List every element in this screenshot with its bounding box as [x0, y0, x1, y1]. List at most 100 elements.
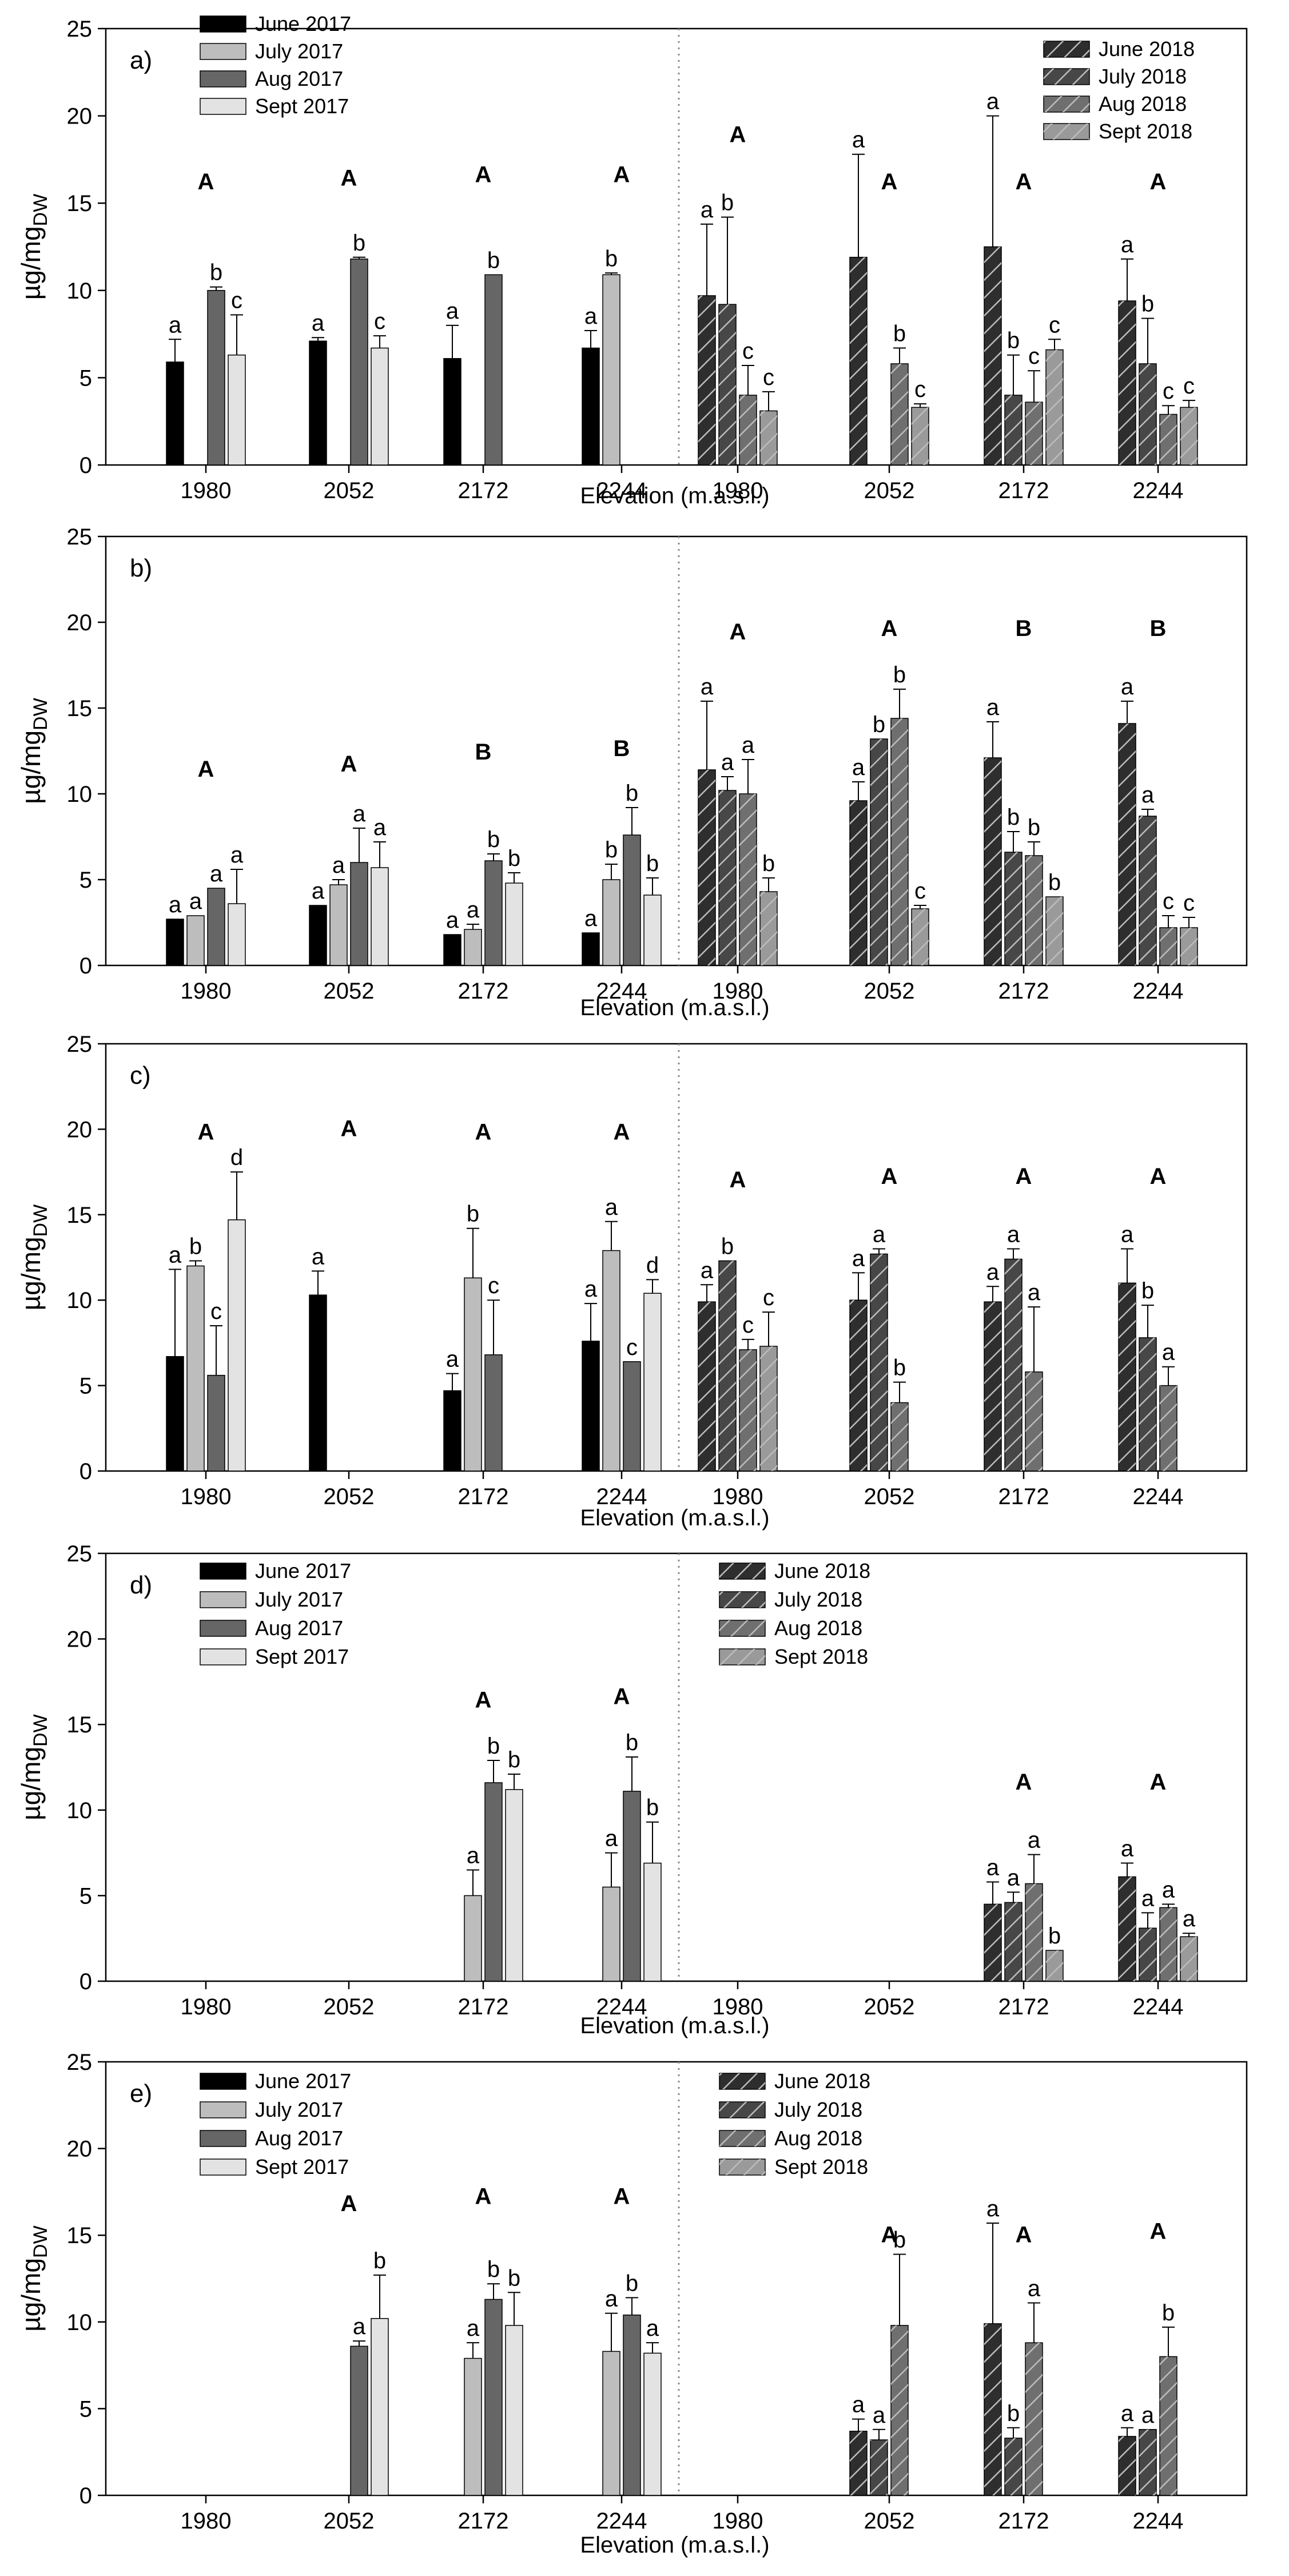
- legend-label: Sept 2018: [774, 1645, 868, 1668]
- bar: [643, 2352, 662, 2496]
- bar-letter: b: [721, 190, 734, 216]
- bar: [350, 259, 368, 466]
- bar-hatch: [739, 794, 757, 965]
- legend-label: Sept 2017: [255, 1645, 349, 1668]
- bar-letter: c: [763, 365, 774, 390]
- y-axis-unit: µg/mg: [16, 226, 46, 300]
- x-tick-label: 2172: [998, 2509, 1049, 2534]
- x-axis-title: Elevation (m.a.s.l.): [580, 1505, 769, 1531]
- plot-frame: [105, 27, 1248, 466]
- legend-label: July 2017: [255, 1588, 343, 1611]
- bar-letter: a: [1121, 232, 1134, 257]
- y-tick-label: 20: [67, 1627, 93, 1652]
- bar: [464, 2358, 482, 2496]
- bar-hatch: [984, 2323, 1001, 2495]
- bar: [623, 1791, 641, 1982]
- bar: [464, 1277, 482, 1472]
- y-axis-subscript: DW: [30, 194, 51, 226]
- legend-swatch-hatch: [719, 1649, 765, 1665]
- bar-letter: c: [1183, 891, 1195, 916]
- bar-hatch: [1180, 407, 1198, 465]
- y-tick-label: 25: [67, 2050, 93, 2075]
- bar: [371, 347, 389, 466]
- bar-letter: c: [488, 1273, 499, 1298]
- bar-hatch: [1046, 1950, 1063, 1981]
- x-tick-label: 2052: [324, 1484, 375, 1509]
- bar-group-2052-2018: 2052 Aa b c: [849, 128, 929, 503]
- x-tick-label: 2052: [864, 1994, 915, 2020]
- bar-letter: a: [1007, 1865, 1020, 1890]
- bar-letter: b: [605, 837, 618, 862]
- bar-hatch: [698, 770, 715, 965]
- legend-label: Sept 2018: [1099, 120, 1192, 143]
- x-tick-label: 2244: [596, 1994, 647, 2020]
- bar: [207, 888, 225, 966]
- bar-group-2052-2017: 2052 Aa b: [324, 2191, 389, 2534]
- bar: [350, 862, 368, 966]
- bar-letter: b: [893, 321, 906, 347]
- legend-entry: July 2018: [1043, 65, 1187, 88]
- bar-letter: a: [605, 1195, 618, 1220]
- bar: [309, 905, 327, 966]
- y-tick-label: 5: [79, 868, 92, 893]
- group-significance-letter: A: [198, 757, 214, 782]
- bar-letter: b: [487, 827, 500, 852]
- plot-frame: [105, 2061, 1248, 2497]
- bar-hatch: [719, 1261, 736, 1471]
- y-tick-label: 10: [67, 1288, 93, 1313]
- legend-label: July 2017: [255, 39, 343, 63]
- bar-letter: d: [230, 1145, 243, 1170]
- bar-letter: a: [584, 906, 598, 931]
- bar-group-2052-2018: 2052 Aaa b: [849, 1164, 914, 1509]
- bar: [228, 1219, 246, 1472]
- bar-letter: a: [189, 889, 202, 914]
- bar-hatch: [760, 411, 777, 465]
- x-tick-label: 2172: [998, 1484, 1049, 1509]
- bar-hatch: [1160, 1907, 1177, 1981]
- bar-letter: b: [1007, 2401, 1020, 2426]
- bar-letter: a: [1028, 1280, 1041, 1305]
- bar-letter: a: [169, 1242, 182, 1267]
- x-tick-label: 1980: [713, 1994, 763, 2020]
- bar-letter: a: [1121, 1222, 1134, 1247]
- y-tick-label: 10: [67, 279, 93, 304]
- bar-hatch: [1046, 349, 1063, 465]
- x-tick-label: 2244: [596, 979, 647, 1004]
- bar-letter: a: [373, 815, 387, 840]
- x-tick-label: 1980: [181, 1484, 232, 1509]
- bar-group-2244-2017: 2244 Aa a c d: [582, 1119, 662, 1509]
- bar-letter: b: [605, 246, 618, 271]
- group-significance-letter: A: [475, 1687, 492, 1712]
- bar-letter: a: [312, 311, 325, 336]
- group-significance-letter: A: [881, 616, 898, 641]
- bar-letter: a: [1162, 1877, 1175, 1902]
- bar-letter: a: [353, 2314, 366, 2339]
- bar-letter: a: [986, 1855, 1000, 1880]
- bar-group-2244-2018: 2244 Aa b a: [1118, 1164, 1184, 1509]
- bar-letter: c: [210, 1299, 222, 1324]
- bar: [582, 347, 600, 466]
- group-significance-letter: B: [614, 736, 630, 761]
- bar-group-2172-2017: 2172 Aa bb: [458, 1687, 523, 2020]
- x-tick-label: 1980: [713, 1484, 763, 1509]
- x-tick-label: 1980: [713, 979, 763, 1004]
- legend-entry: Sept 2018: [1043, 120, 1192, 143]
- x-tick-label: 2172: [998, 979, 1049, 1004]
- bar-group-1980-2017: 1980 Aa bc: [166, 169, 246, 503]
- x-axis-title: Elevation (m.a.s.l.): [580, 995, 769, 1020]
- panel-label: b): [130, 554, 152, 582]
- x-tick-label: 2244: [1133, 1484, 1184, 1509]
- legend-swatch-hatch: [719, 2159, 765, 2175]
- x-tick-label: 2052: [324, 478, 375, 503]
- x-tick-label: 2172: [998, 478, 1049, 503]
- bar: [602, 1886, 620, 1982]
- legend-entry: July 2017: [200, 1588, 343, 1611]
- bar-hatch: [912, 909, 929, 965]
- y-tick-label: 15: [67, 1203, 93, 1228]
- y-tick-label: 0: [79, 2483, 92, 2509]
